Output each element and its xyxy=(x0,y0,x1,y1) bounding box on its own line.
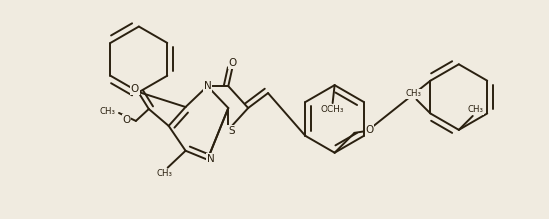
Text: CH₃: CH₃ xyxy=(99,108,115,117)
Text: N: N xyxy=(204,81,211,91)
Text: O: O xyxy=(122,115,131,125)
Text: N: N xyxy=(206,154,214,164)
Text: O: O xyxy=(131,84,139,94)
Text: OCH₃: OCH₃ xyxy=(321,104,344,113)
Text: O: O xyxy=(365,125,373,135)
Text: CH₃: CH₃ xyxy=(156,169,173,178)
Text: CH₃: CH₃ xyxy=(468,106,484,115)
Text: CH₃: CH₃ xyxy=(406,89,422,98)
Text: O: O xyxy=(228,58,237,68)
Text: S: S xyxy=(228,126,234,136)
